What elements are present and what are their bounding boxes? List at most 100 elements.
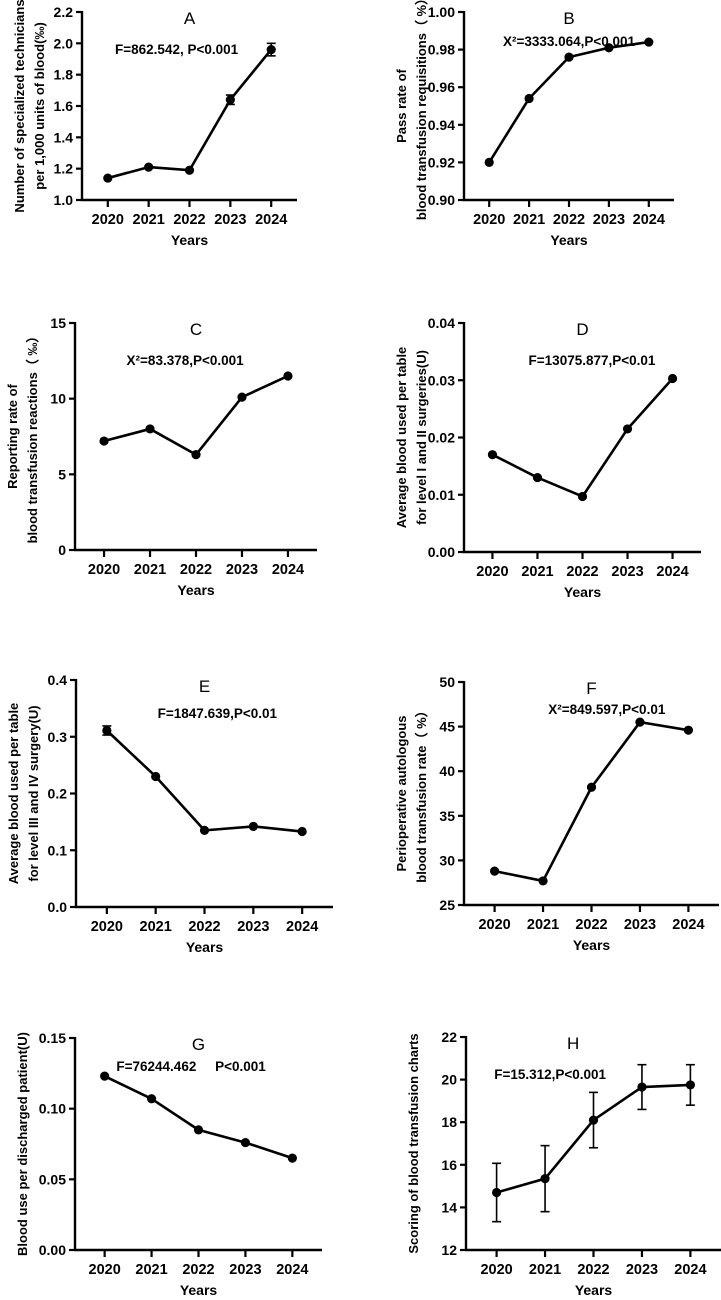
y-tick-label: 5 — [58, 466, 66, 482]
data-point — [604, 43, 614, 53]
data-point — [266, 45, 276, 55]
data-point — [683, 725, 693, 735]
x-tick-label: 2024 — [674, 1262, 706, 1278]
y-tick-label: 0.94 — [428, 117, 455, 133]
data-point — [240, 1137, 251, 1148]
y-tick-label: 15 — [50, 315, 66, 331]
data-point — [622, 424, 633, 434]
y-tick-label: 0.04 — [428, 315, 455, 331]
x-tick-label: 2021 — [513, 212, 545, 228]
x-axis-label: Years — [550, 232, 588, 248]
x-tick-label: 2022 — [173, 212, 205, 228]
data-point — [538, 876, 548, 886]
stats-annotation: X²=3333.064,P<0.001 — [503, 34, 636, 49]
y-tick-label: 0.15 — [39, 1030, 66, 1046]
y-axis-label: blood transfusion reactions（ ‰） — [25, 330, 40, 544]
data-point — [102, 725, 112, 736]
x-axis-label: Years — [573, 937, 611, 953]
data-point — [637, 1082, 647, 1092]
y-tick-label: 0.98 — [428, 42, 455, 58]
y-tick-label: 0.92 — [428, 154, 455, 170]
line-chart-panel-e: 0.0 0.1 0.2 0.3 0.4 2020 2021 2022 2023 2024 Years… — [6, 672, 333, 955]
panel-title: D — [576, 320, 588, 339]
y-tick-label: 0.3 — [48, 729, 68, 745]
y-tick-label: 25 — [439, 897, 455, 913]
x-tick-label: 2024 — [255, 212, 287, 228]
y-tick-label: 0.02 — [428, 430, 455, 446]
data-point — [667, 373, 678, 384]
y-axis-label: Perioperative autologous — [394, 715, 409, 871]
data-point — [644, 37, 654, 47]
y-axis-label: blood transfusion requisitions（ %） — [414, 0, 429, 220]
data-point — [685, 1080, 695, 1090]
x-tick-label: 2023 — [214, 212, 246, 228]
x-tick-label: 2022 — [553, 212, 585, 228]
y-tick-label: 1.2 — [54, 161, 74, 177]
y-tick-label: 12 — [441, 1242, 457, 1258]
x-tick-label: 2020 — [478, 917, 510, 933]
y-tick-label: 2.2 — [54, 4, 74, 20]
data-point — [577, 491, 588, 502]
x-tick-label: 2021 — [529, 1262, 561, 1278]
data-point — [191, 450, 201, 460]
y-tick-label: 0.00 — [39, 1242, 66, 1258]
x-tick-label: 2020 — [476, 564, 508, 580]
y-axis-label: blood transfusion rate（ %） — [414, 704, 429, 882]
y-tick-label: 0.96 — [428, 79, 455, 95]
x-tick-label: 2020 — [91, 919, 123, 935]
x-tick-label: 2022 — [575, 917, 607, 933]
data-point — [532, 472, 543, 483]
y-tick-label: 0.01 — [428, 487, 455, 503]
data-line — [493, 720, 690, 883]
x-tick-label: 2023 — [229, 1262, 261, 1278]
x-tick-label: 2021 — [134, 562, 166, 578]
stats-annotation: F=862.542, P<0.001 — [115, 42, 239, 57]
x-tick-label: 2020 — [480, 1262, 512, 1278]
y-tick-label: 0.1 — [48, 842, 68, 858]
x-tick-label: 2023 — [611, 564, 643, 580]
data-point — [99, 436, 109, 446]
panel-title: B — [563, 9, 574, 28]
x-tick-label: 2022 — [577, 1262, 609, 1278]
data-line — [106, 48, 273, 180]
x-tick-label: 2021 — [133, 212, 165, 228]
data-point — [287, 1153, 297, 1163]
y-tick-label: 0.00 — [428, 544, 455, 560]
y-tick-label: 1.0 — [54, 192, 74, 208]
x-tick-label: 2021 — [521, 564, 553, 580]
data-point — [487, 450, 498, 460]
line-chart-panel-g: 0.00 0.05 0.10 0.15 2020 2021 2022 2023 2024 Year… — [15, 1030, 322, 1298]
y-tick-label: 1.4 — [54, 129, 74, 145]
y-axis-label: Number of specialized technicians — [12, 0, 27, 213]
data-point — [193, 1125, 204, 1135]
y-tick-label: 20 — [441, 1072, 457, 1088]
data-point — [184, 165, 195, 175]
x-tick-label: 2023 — [237, 919, 269, 935]
line-chart-panel-c: 0 5 10 15 2020 2021 2022 2023 2024 Years Reporting… — [5, 315, 317, 598]
data-point — [490, 866, 500, 876]
panel-title: A — [184, 9, 196, 28]
data-point — [524, 93, 534, 104]
y-tick-label: 1.00 — [428, 4, 455, 20]
y-tick-label: 16 — [441, 1157, 457, 1173]
y-tick-label: 30 — [439, 852, 455, 868]
x-tick-label: 2022 — [182, 1262, 214, 1278]
x-tick-label: 2024 — [286, 919, 318, 935]
y-tick-label: 14 — [441, 1199, 457, 1215]
x-tick-label: 2020 — [89, 1262, 121, 1278]
data-line — [103, 1074, 294, 1160]
data-point — [283, 371, 293, 381]
x-tick-label: 2024 — [633, 212, 665, 228]
x-axis-label: Years — [564, 584, 602, 600]
x-axis-label: Years — [575, 1282, 613, 1298]
y-tick-label: 10 — [50, 391, 66, 407]
data-point — [484, 157, 494, 167]
stats-annotation: F=76244.462 P<0.001 — [116, 1059, 266, 1074]
y-tick-label: 50 — [439, 674, 455, 690]
y-tick-label: 18 — [441, 1114, 457, 1130]
data-point — [225, 95, 235, 105]
y-axis-label: Average blood used per table — [6, 703, 21, 885]
data-line — [491, 377, 674, 498]
data-point — [588, 1115, 599, 1125]
